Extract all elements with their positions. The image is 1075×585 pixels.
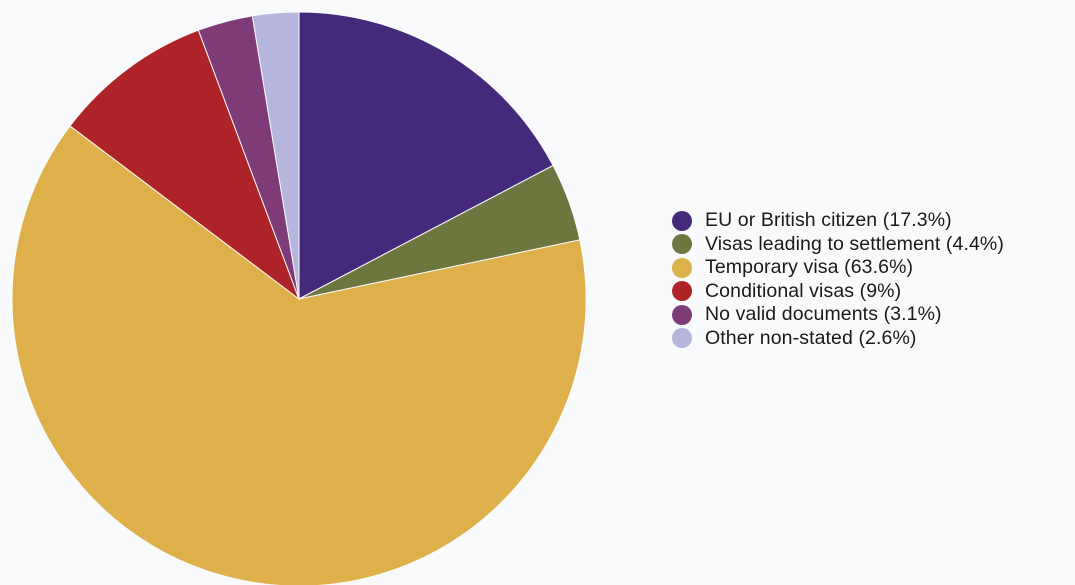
legend-swatch — [672, 281, 692, 302]
legend-item-temporary-visa: Temporary visa (63.6%) — [672, 256, 1004, 280]
legend-item-visas-leading-to-settlement: Visas leading to settlement (4.4%) — [672, 233, 1004, 257]
legend-item-other-non-stated: Other non-stated (2.6%) — [672, 327, 1004, 351]
legend-label: No valid documents (3.1%) — [705, 303, 942, 326]
legend-swatch — [672, 304, 692, 325]
legend-swatch — [672, 328, 692, 349]
legend-swatch — [672, 210, 692, 231]
legend-label: Other non-stated (2.6%) — [705, 326, 917, 349]
legend-label: Temporary visa (63.6%) — [705, 256, 914, 279]
legend-item-no-valid-documents: No valid documents (3.1%) — [672, 303, 1004, 327]
legend: EU or British citizen (17.3%) Visas leadi… — [672, 209, 1004, 350]
legend-swatch — [672, 234, 692, 255]
pie-slice-conditional-visas — [69, 29, 301, 301]
pie-slice-eu-british-citizen — [298, 11, 554, 300]
legend-item-conditional-visas: Conditional visas (9%) — [672, 280, 1004, 304]
legend-label: EU or British citizen (17.3%) — [705, 209, 952, 232]
pie-slice-other-non-stated — [251, 11, 300, 300]
legend-item-eu-british-citizen: EU or British citizen (17.3%) — [672, 209, 1004, 233]
legend-swatch — [672, 257, 692, 278]
legend-label: Visas leading to settlement (4.4%) — [705, 232, 1004, 255]
legend-label: Conditional visas (9%) — [705, 279, 902, 302]
pie-slice-temporary-visa — [11, 125, 587, 585]
